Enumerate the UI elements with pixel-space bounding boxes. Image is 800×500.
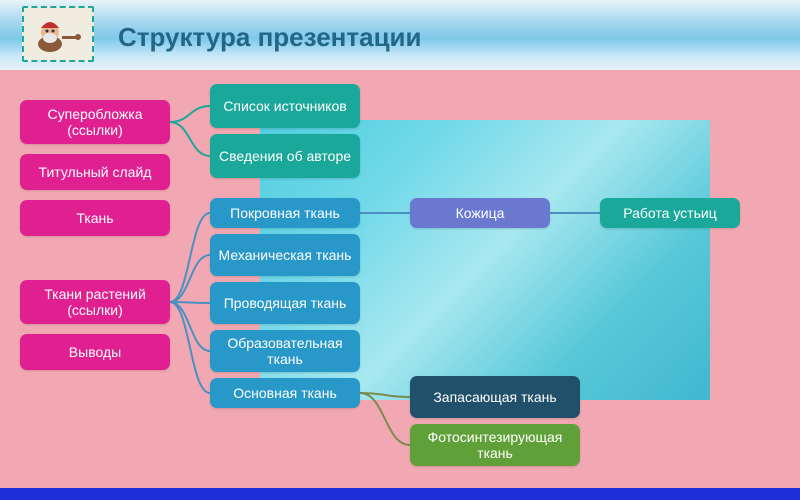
diagram-node-n13: Кожица (410, 198, 550, 228)
edge-n4-n9 (170, 255, 210, 302)
edge-n1-n6 (170, 106, 210, 122)
diagram-node-n1: Суперобложка (ссылки) (20, 100, 170, 144)
diagram-node-n3: Ткань (20, 200, 170, 236)
diagram-node-n2: Титульный слайд (20, 154, 170, 190)
diagram-node-n12: Основная ткань (210, 378, 360, 408)
edge-n4-n11 (170, 302, 210, 351)
edge-n1-n7 (170, 122, 210, 156)
edge-n12-n16 (360, 393, 410, 445)
edge-n4-n12 (170, 302, 210, 393)
diagram-node-n10: Проводящая ткань (210, 282, 360, 324)
logo-stamp (22, 6, 94, 62)
diagram-node-n4: Ткани растений (ссылки) (20, 280, 170, 324)
diagram-node-n15: Запасающая ткань (410, 376, 580, 418)
diagram-node-n7: Сведения об авторе (210, 134, 360, 178)
diagram-node-n8: Покровная ткань (210, 198, 360, 228)
diagram-node-n14: Работа устьиц (600, 198, 740, 228)
edge-n4-n8 (170, 213, 210, 302)
bottom-bar (0, 488, 800, 500)
gnome-icon (32, 14, 84, 54)
diagram-node-n16: Фотосинтезирующая ткань (410, 424, 580, 466)
diagram-node-n9: Механическая ткань (210, 234, 360, 276)
slide-root: Структура презентации Суперобложка (ссыл… (0, 0, 800, 500)
diagram-node-n11: Образовательная ткань (210, 330, 360, 372)
diagram-node-n5: Выводы (20, 334, 170, 370)
edge-n4-n10 (170, 302, 210, 303)
slide-title: Структура презентации (118, 22, 422, 53)
diagram-node-n6: Список источников (210, 84, 360, 128)
